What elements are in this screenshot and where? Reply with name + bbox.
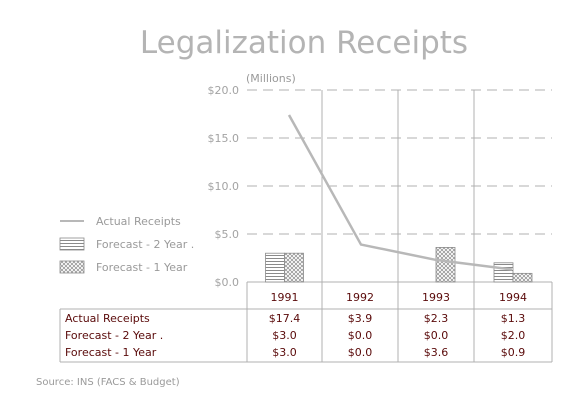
y-tick-label: $10.0	[208, 180, 240, 193]
bar-horizontal-lines-1991	[265, 252, 285, 283]
y-tick-label: $20.0	[208, 84, 240, 97]
table-cell: $0.9	[501, 346, 526, 359]
table-cell: $17.4	[269, 312, 301, 325]
table-cell: $1.3	[501, 312, 526, 325]
data-table: 1991 1992 1993 1994 Actual Receipts $17.4 $3.9…	[59, 282, 553, 363]
x-tick-label: 1993	[422, 291, 450, 304]
table-cell: $2.0	[501, 329, 526, 342]
y-tick-label: $5.0	[215, 228, 240, 241]
y-unit-label: (Millions)	[246, 72, 296, 85]
legend-label: Forecast - 2 Year .	[96, 238, 194, 251]
x-tick-label: 1994	[499, 291, 527, 304]
legend-label: Actual Receipts	[96, 215, 181, 228]
table-row-label: Forecast - 1 Year	[65, 346, 157, 359]
table-cell: $3.6	[424, 346, 449, 359]
bars	[265, 247, 533, 283]
table-cell: $3.0	[272, 346, 297, 359]
table-cell: $3.0	[272, 329, 297, 342]
x-tick-label: 1991	[271, 291, 299, 304]
y-tick-label: $15.0	[208, 132, 240, 145]
source-note: Source: INS (FACS & Budget)	[36, 377, 180, 388]
table-row-label: Actual Receipts	[65, 312, 150, 325]
actual-receipts-line-group	[287, 114, 513, 271]
y-tick-labels: $0.0 $5.0 $10.0 $15.0 $20.0	[208, 84, 240, 289]
legend-label: Forecast - 1 Year	[96, 261, 188, 274]
gridlines	[247, 89, 552, 362]
x-tick-label: 1992	[346, 291, 374, 304]
bar-crosshatch-1994	[512, 272, 533, 283]
table-row-label: Forecast - 2 Year .	[65, 329, 163, 342]
chart-title: Legalization Receipts	[140, 25, 468, 61]
table-cell: $3.9	[348, 312, 373, 325]
bar-crosshatch-1991	[284, 252, 304, 283]
table-cell: $0.0	[348, 346, 373, 359]
actual-receipts-line	[287, 114, 513, 271]
y-tick-label: $0.0	[215, 276, 240, 289]
table-cell: $0.0	[348, 329, 373, 342]
legend-swatch-forecast-1yr	[59, 260, 85, 274]
table-cell: $2.3	[424, 312, 449, 325]
legend-swatch-forecast-2yr	[59, 237, 85, 251]
bar-crosshatch-1993	[435, 247, 456, 283]
bar-horizontal-lines-1994	[493, 262, 514, 283]
legend: Actual Receipts Forecast - 2 Year . Foreca…	[59, 215, 194, 274]
table-cell: $0.0	[424, 329, 449, 342]
